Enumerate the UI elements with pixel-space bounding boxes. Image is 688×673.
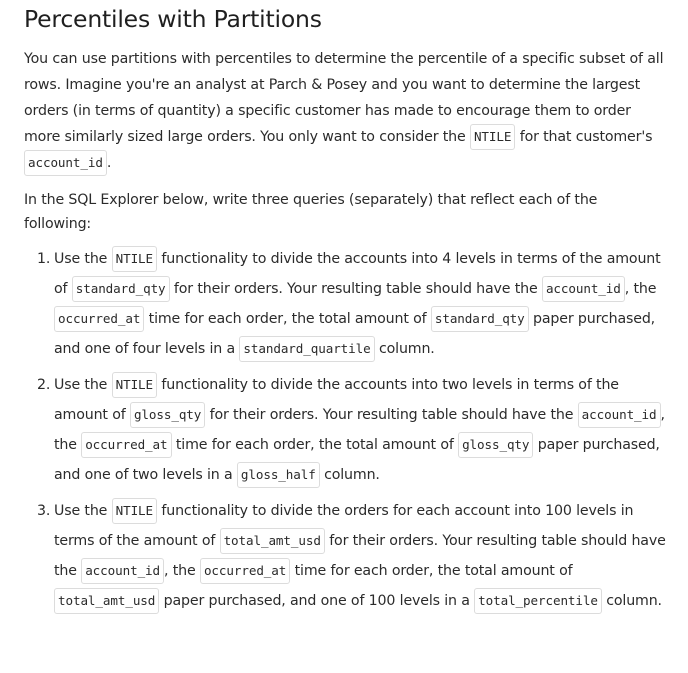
inline-code-ntile: NTILE xyxy=(469,124,516,150)
inline-code: occurred_at xyxy=(81,432,172,458)
inline-code: gloss_half xyxy=(236,462,320,488)
inline-code: total_amt_usd xyxy=(54,588,160,614)
task-text: paper purchased, and one of two levels i… xyxy=(54,437,660,483)
inline-code: standard_quartile xyxy=(239,336,375,362)
intro-text-3: . xyxy=(106,155,112,171)
task-number: 3. xyxy=(37,503,51,519)
inline-code: standard_qty xyxy=(71,276,170,302)
inline-code: account_id xyxy=(81,558,165,584)
task-text: , the xyxy=(164,563,200,579)
task-text: column. xyxy=(319,467,380,483)
inline-code: total_amt_usd xyxy=(219,528,325,554)
task-text: time for each order, the total amount of xyxy=(290,563,573,579)
inline-code: gloss_qty xyxy=(458,432,534,458)
task-item-1: 1. Use the NTILE functionality to divide … xyxy=(37,244,666,364)
inline-code: occurred_at xyxy=(54,306,145,332)
task-number: 2. xyxy=(37,377,51,393)
page-title: Percentiles with Partitions xyxy=(24,5,322,33)
task-text: paper purchased, and one of four levels … xyxy=(54,311,656,357)
inline-code: gloss_qty xyxy=(129,402,206,428)
task-item-3: 3. Use the NTILE functionality to divide … xyxy=(37,496,666,616)
task-text: , the xyxy=(54,407,665,453)
task-text: Use the xyxy=(54,377,112,393)
inline-code: occurred_at xyxy=(199,558,291,584)
inline-code-account-id: account_id xyxy=(24,150,107,176)
inline-code: account_id xyxy=(577,402,661,428)
inline-code: NTILE xyxy=(111,372,158,398)
task-text: for their orders. Your resulting table s… xyxy=(54,533,666,579)
task-number: 1. xyxy=(37,251,51,267)
task-text: Use the xyxy=(54,503,112,519)
task-text: for their orders. Your resulting table s… xyxy=(169,281,542,297)
inline-code: NTILE xyxy=(111,498,158,524)
task-text: column. xyxy=(374,341,435,357)
task-text: functionality to divide the accounts int… xyxy=(54,251,661,297)
inline-code: standard_qty xyxy=(430,306,529,332)
intro-text-1: You can use partitions with percentiles … xyxy=(24,51,664,145)
task-text: functionality to divide the accounts int… xyxy=(54,377,619,423)
task-list: 1. Use the NTILE functionality to divide … xyxy=(24,244,666,616)
task-item-2: 2. Use the NTILE functionality to divide … xyxy=(37,370,666,490)
task-text: time for each order, the total amount of xyxy=(171,437,459,453)
intro-text-2: for that customer's xyxy=(515,129,653,145)
inline-code: account_id xyxy=(541,276,625,302)
task-text: functionality to divide the orders for e… xyxy=(54,503,634,549)
task-text: time for each order, the total amount of xyxy=(144,311,431,327)
task-text: for their orders. Your resulting table s… xyxy=(205,407,578,423)
intro-paragraph: You can use partitions with percentiles … xyxy=(24,46,666,176)
instructions-paragraph: In the SQL Explorer below, write three q… xyxy=(24,192,598,232)
inline-code: total_percentile xyxy=(474,588,602,614)
inline-code: NTILE xyxy=(111,246,158,272)
task-text: , the xyxy=(624,281,657,297)
task-text: paper purchased, and one of 100 levels i… xyxy=(159,593,475,609)
task-text: column. xyxy=(601,593,662,609)
task-text: Use the xyxy=(54,251,112,267)
